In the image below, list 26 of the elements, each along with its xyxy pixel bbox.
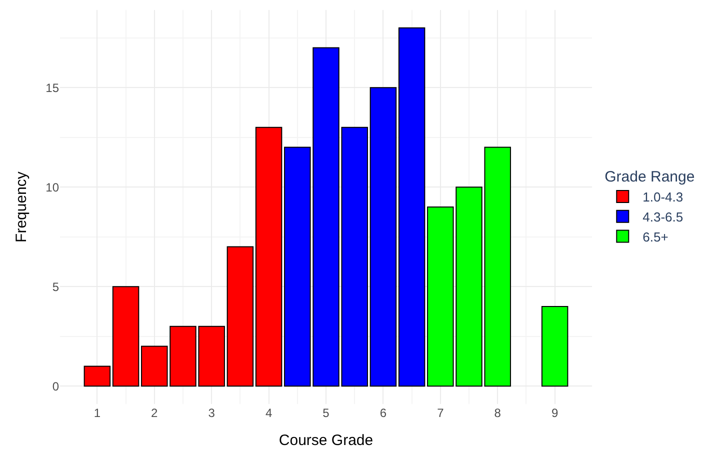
- legend-label: 4.3-6.5: [642, 209, 684, 224]
- bar: [112, 286, 140, 387]
- x-tick-label: 9: [551, 406, 558, 420]
- legend-label: 1.0-4.3: [642, 190, 684, 205]
- bar: [398, 27, 426, 387]
- y-tick-label: 0: [52, 379, 60, 394]
- x-axis-title: Course Grade: [278, 432, 374, 449]
- x-tick-label: 7: [437, 406, 444, 420]
- x-tick-label: 5: [322, 406, 330, 420]
- y-tick-label: 5: [52, 280, 60, 294]
- x-tick-label: 2: [151, 406, 158, 420]
- bar: [370, 87, 397, 387]
- bar: [84, 366, 111, 387]
- x-tick-label: 3: [208, 406, 216, 420]
- bar: [226, 246, 254, 387]
- legend-label: 6.5+: [642, 229, 668, 244]
- x-tick-label: 6: [380, 406, 387, 420]
- x-tick-label: 1: [94, 406, 101, 420]
- y-axis-title: Frequency: [12, 171, 30, 242]
- y-tick-label: 15: [46, 80, 60, 95]
- x-tick-label: 8: [494, 406, 502, 420]
- y-tick-label: 10: [46, 180, 60, 194]
- bar: [541, 306, 568, 387]
- legend-title: Grade Range: [604, 168, 695, 186]
- bar: [255, 126, 282, 387]
- x-tick-label: 4: [265, 406, 272, 420]
